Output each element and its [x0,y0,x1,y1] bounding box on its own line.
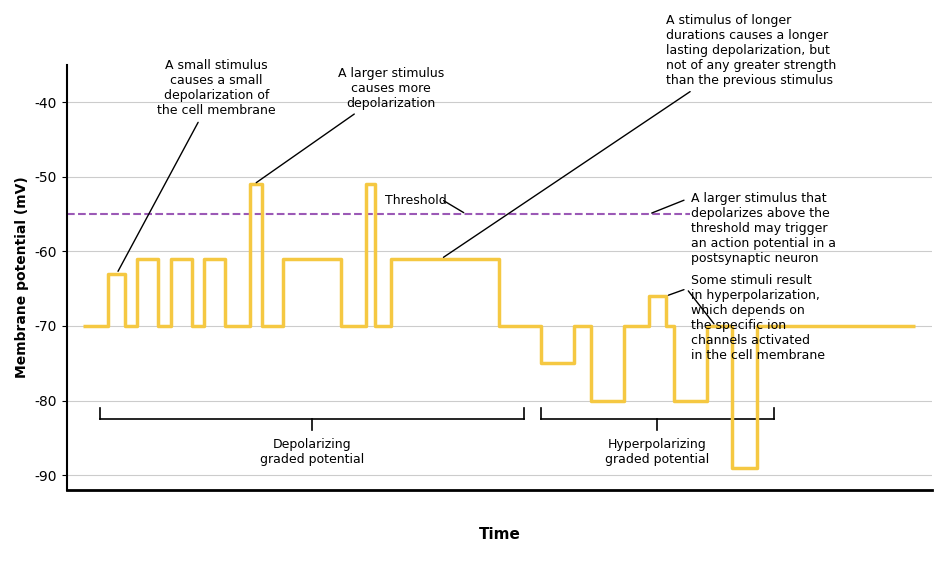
Text: Threshold: Threshold [385,194,447,207]
Text: Hyperpolarizing
graded potential: Hyperpolarizing graded potential [605,438,709,466]
Text: Time: Time [478,527,520,543]
Y-axis label: Membrane potential (mV): Membrane potential (mV) [15,177,29,378]
Text: A stimulus of longer
durations causes a longer
lasting depolarization, but
not o: A stimulus of longer durations causes a … [443,14,836,257]
Text: A larger stimulus that
depolarizes above the
threshold may trigger
an action pot: A larger stimulus that depolarizes above… [690,192,836,264]
Text: A small stimulus
causes a small
depolarization of
the cell membrane: A small stimulus causes a small depolari… [118,59,276,271]
Text: Some stimuli result
in hyperpolarization,
which depends on
the specific ion
chan: Some stimuli result in hyperpolarization… [690,274,825,362]
Text: Depolarizing
graded potential: Depolarizing graded potential [260,438,365,466]
Text: A larger stimulus
causes more
depolarization: A larger stimulus causes more depolariza… [257,67,444,182]
